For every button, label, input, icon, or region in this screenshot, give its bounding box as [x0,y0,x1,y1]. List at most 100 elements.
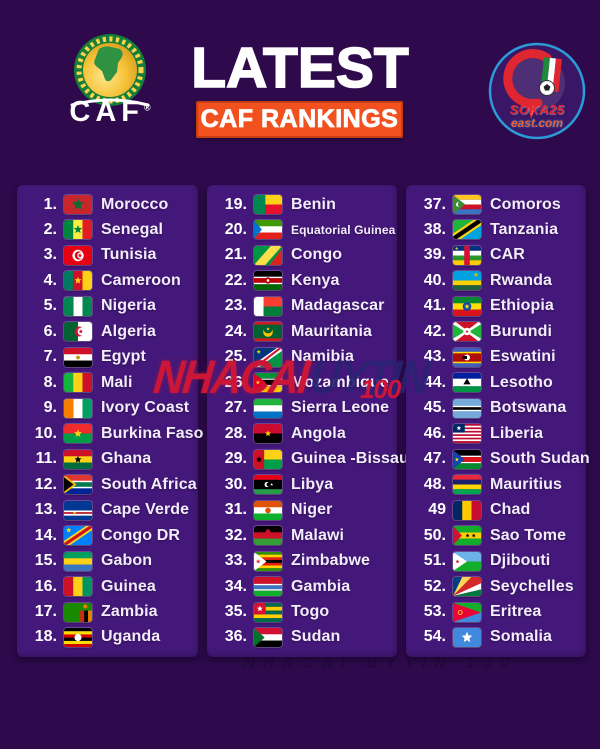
ranking-row: 33. Zimbabwe [211,551,397,571]
rank-number: 14. [34,526,57,544]
kenya-flag-icon [254,271,282,291]
cape-verde-flag-icon [64,500,92,520]
rank-number: 35. [224,603,247,620]
rank-number: 49 [428,501,446,519]
malawi-flag-icon [254,526,282,546]
country-name: South Sudan [490,450,590,468]
ranking-row: 5. Nigeria [21,296,198,316]
country-name: Liberia [490,424,544,442]
zimbabwe-flag-icon [254,551,282,571]
nigeria-flag-icon [64,296,92,316]
country-name: Sao Tome [490,526,567,544]
country-name: Ghana [101,450,152,468]
angola-flag-icon [254,424,282,444]
south-africa-flag-icon [64,475,92,495]
country-name: Cameroon [101,271,181,289]
country-name: Mali [101,373,133,391]
rank-number: 2. [43,220,57,238]
uganda-flag-icon [64,627,92,647]
rank-number: 13. [34,501,57,519]
ranking-row: 48. Mauritius [410,475,586,495]
ranking-row: 49 Chad [410,500,586,520]
sierra-leone-flag-icon [254,398,282,418]
country-name: Guinea -Bissau [291,450,409,468]
rank-number: 53. [423,603,446,620]
ranking-row: 44. Lesotho [410,373,586,393]
rank-number: 4. [43,271,57,289]
togo-flag-icon [254,602,282,622]
country-name: Niger [291,501,333,519]
burkina-faso-flag-icon [64,424,92,444]
rank-number: 15. [34,552,57,570]
rank-number: 11. [35,450,57,468]
ranking-row: 31. Niger [211,500,397,520]
ranking-row: 37. Comoros [410,195,586,214]
ranking-row: 7. Egypt [21,347,198,367]
ranking-row: 43. Eswatini [410,347,586,367]
country-name: Tunisia [101,246,157,264]
country-name: Rwanda [490,271,552,289]
botswana-flag-icon [453,398,481,418]
ranking-row: 36. Sudan [211,627,397,647]
country-name: Morocco [101,195,169,213]
ranking-row: 51. Djibouti [410,551,586,571]
ranking-row: 20. Equatorial Guinea [211,220,397,240]
ranking-row: 27. Sierra Leone [211,398,397,418]
madagascar-flag-icon [254,296,282,316]
country-name: Congo [291,246,343,264]
rank-number: 40. [423,271,446,289]
rank-number: 42. [423,322,446,340]
ranking-row: 52. Seychelles [410,577,586,597]
ranking-row: 9. Ivory Coast [21,398,198,418]
page-title: LATEST [190,35,409,101]
ranking-row: 53. Eritrea [410,602,586,622]
eswatini-flag-icon [453,347,481,367]
country-name: Mauritania [291,322,373,340]
country-name: South Africa [101,475,197,493]
rank-number: 37. [423,195,446,213]
country-name: Congo DR [101,526,181,544]
country-name: Zimbabwe [291,552,371,570]
country-name: Togo [291,603,330,620]
country-name: Mauritius [490,475,563,493]
seychelles-flag-icon [453,577,481,597]
ranking-row: 19. Benin [211,195,397,214]
rank-number: 36. [224,628,247,646]
ranking-row: 22. Kenya [211,271,397,291]
lesotho-flag-icon [453,373,481,393]
soka25-text: SOKA25 [509,102,565,117]
eastcom-text: east.com [510,116,564,130]
rank-number: 3. [43,246,57,264]
country-name: Nigeria [101,297,156,315]
country-name: Malawi [291,526,345,544]
rank-number: 29. [224,450,247,468]
rank-number: 50. [423,526,446,544]
country-name: Sudan [291,628,341,646]
benin-flag-icon [254,195,282,214]
ranking-row: 23. Madagascar [211,296,397,316]
rank-number: 16. [34,577,57,595]
tunisia-flag-icon [64,245,92,265]
country-name: Senegal [101,220,164,238]
country-name: Zambia [101,603,158,620]
ranking-row: 42. Burundi [410,322,586,342]
country-name: Equatorial Guinea [291,222,396,237]
congo-dr-flag-icon [64,526,92,546]
ranking-row: 11. Ghana [21,449,198,469]
ranking-row: 4. Cameroon [21,271,198,291]
rank-number: 43. [423,348,446,366]
country-name: Gabon [101,552,153,570]
ranking-row: 39. CAR [410,245,586,265]
sao-tome-flag-icon [453,526,481,546]
comoros-flag-icon [453,195,481,214]
ranking-row: 14. Congo DR [21,526,198,546]
country-name: Botswana [490,399,567,417]
ranking-row: 47. South Sudan [410,449,590,469]
guinea-bissau-flag-icon [254,449,282,469]
guinea-flag-icon [64,577,92,597]
ranking-row: 25. Namibia [211,347,397,367]
rank-number: 41. [423,297,446,315]
country-name: Angola [291,424,346,442]
rank-number: 46. [423,424,446,442]
ghana-flag-icon [64,449,92,469]
